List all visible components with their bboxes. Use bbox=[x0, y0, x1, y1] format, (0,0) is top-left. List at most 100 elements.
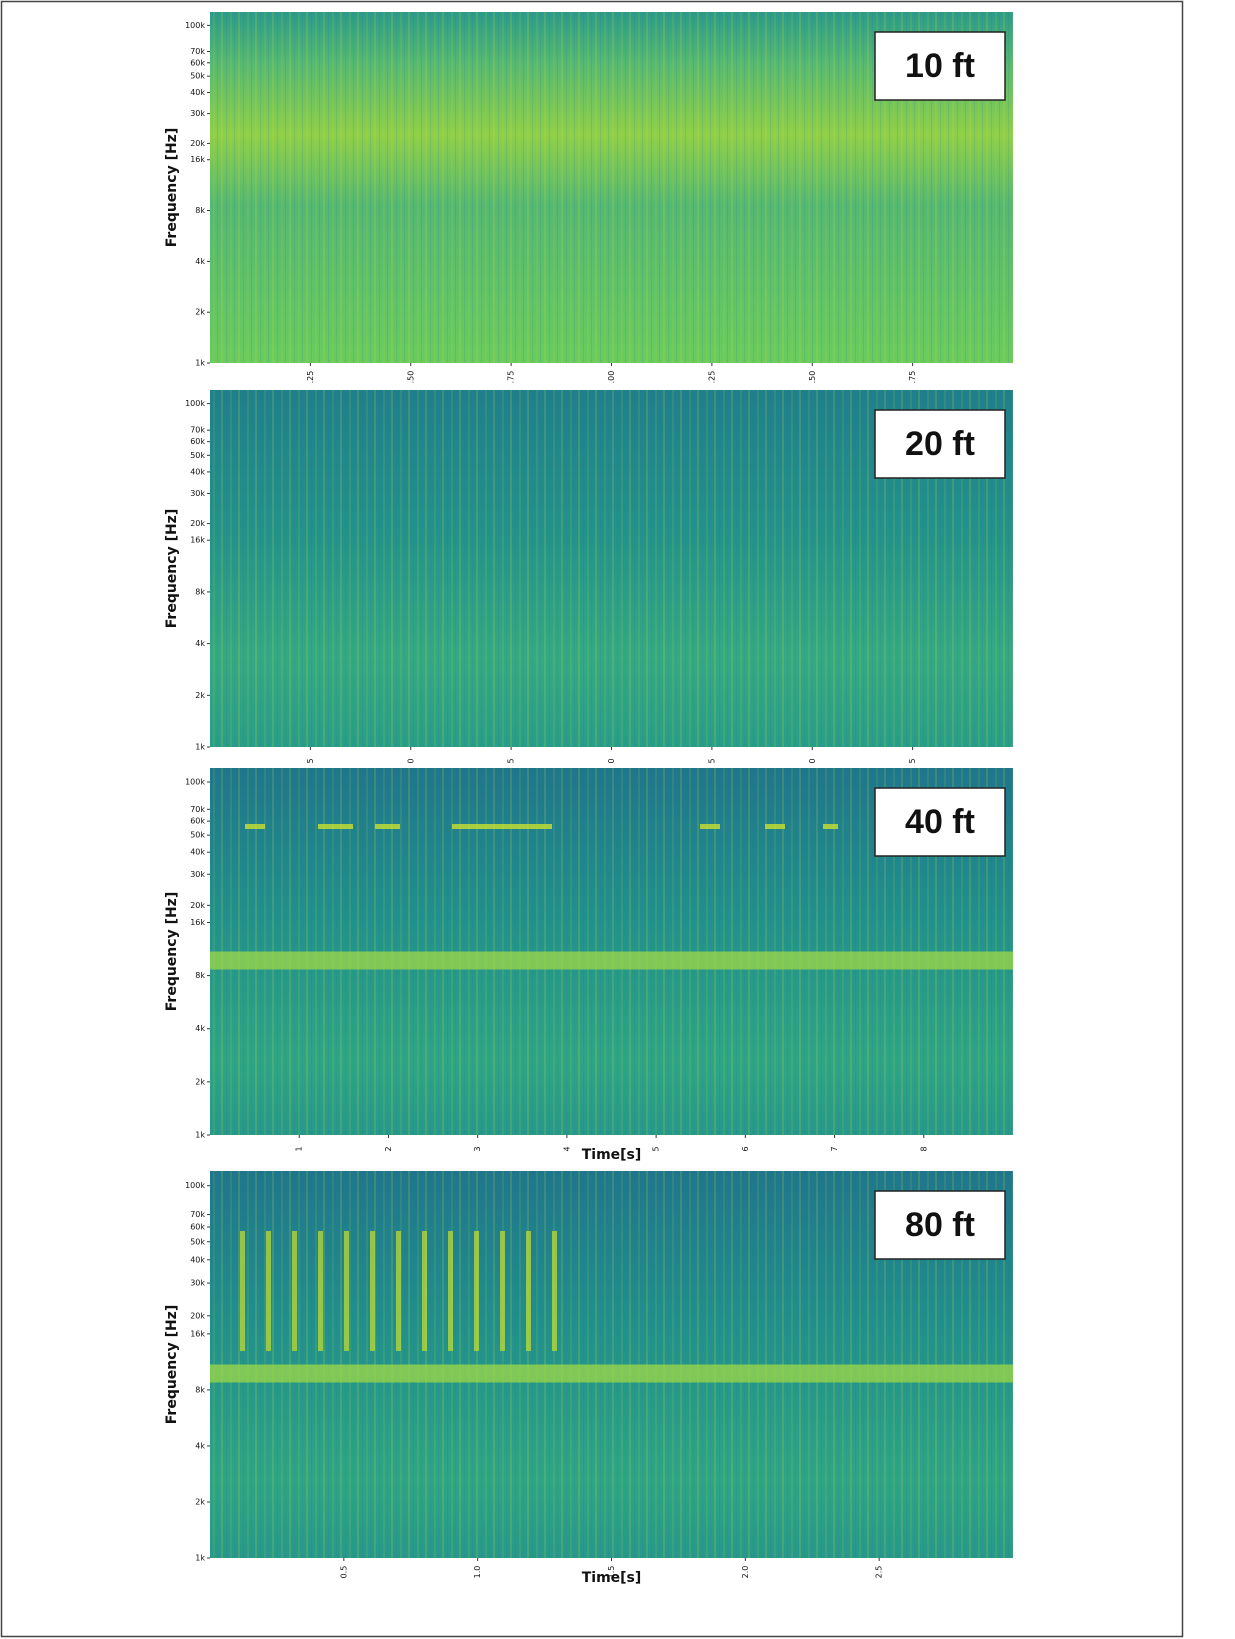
spectrogram-call bbox=[245, 824, 265, 829]
x-tick-label: 1.0 bbox=[473, 1566, 482, 1579]
spectrogram-call bbox=[318, 1231, 323, 1351]
x-tick-label: 2.5 bbox=[875, 1566, 884, 1579]
y-axis-label: Frequency [Hz] bbox=[164, 1305, 180, 1424]
y-tick-label: 70k bbox=[190, 805, 205, 814]
y-tick-label: 8k bbox=[195, 206, 205, 215]
y-tick-label: 2k bbox=[195, 691, 205, 700]
x-axis-label: Time[s] bbox=[582, 1570, 642, 1586]
spectrogram-call bbox=[240, 1231, 245, 1351]
y-tick-label: 2k bbox=[195, 1077, 205, 1086]
y-tick-label: 40k bbox=[190, 1255, 205, 1264]
panel-annotation: 40 ft bbox=[905, 803, 975, 841]
spectrogram-band bbox=[210, 951, 1013, 970]
y-tick-label: 16k bbox=[190, 918, 205, 927]
y-tick-label: 100k bbox=[185, 399, 205, 408]
x-tick-label: 0.5 bbox=[339, 1566, 348, 1579]
y-tick-label: 20k bbox=[190, 1311, 205, 1320]
spectrogram-call bbox=[396, 1231, 401, 1351]
y-tick-label: 40k bbox=[190, 848, 205, 857]
x-tick-label: .75 bbox=[908, 371, 917, 384]
spectrogram-call bbox=[344, 1231, 349, 1351]
panel-annotation: 20 ft bbox=[905, 425, 975, 463]
x-tick-label: 5 bbox=[707, 758, 716, 763]
x-tick-label: 5 bbox=[306, 758, 315, 763]
y-tick-label: 16k bbox=[190, 1329, 205, 1338]
annotation-box bbox=[874, 409, 1006, 479]
spectrogram-call bbox=[448, 1231, 453, 1351]
y-tick-label: 60k bbox=[190, 1223, 205, 1232]
y-tick-label: 1k bbox=[195, 743, 205, 752]
x-tick-label: 5 bbox=[908, 758, 917, 763]
y-tick-label: 40k bbox=[190, 467, 205, 476]
x-tick-label: 2 bbox=[384, 1146, 393, 1151]
y-tick-label: 1k bbox=[195, 359, 205, 368]
y-tick-label: 4k bbox=[195, 1024, 205, 1033]
y-tick-label: 30k bbox=[190, 870, 205, 879]
spectrogram-call bbox=[292, 1231, 297, 1351]
spectrogram-call bbox=[370, 1231, 375, 1351]
figure-border bbox=[0, 0, 1184, 1638]
spectrogram-call bbox=[375, 824, 400, 829]
y-tick-label: 8k bbox=[195, 1385, 205, 1394]
annotation-box bbox=[874, 1190, 1006, 1260]
y-tick-label: 20k bbox=[190, 901, 205, 910]
y-tick-label: 60k bbox=[190, 817, 205, 826]
x-tick-label: 6 bbox=[741, 1146, 750, 1151]
spectrogram-call bbox=[452, 824, 552, 829]
spectrogram-call bbox=[552, 1231, 557, 1351]
y-tick-label: 50k bbox=[190, 831, 205, 840]
spectrogram-call bbox=[823, 824, 838, 829]
x-tick-label: 7 bbox=[830, 1146, 839, 1151]
x-tick-label: .75 bbox=[507, 371, 516, 384]
spectrogram-call bbox=[765, 824, 785, 829]
y-tick-label: 4k bbox=[195, 639, 205, 648]
panel-annotation: 80 ft bbox=[905, 1206, 975, 1244]
x-tick-label: 0 bbox=[406, 758, 415, 763]
x-axis-label: Time[s] bbox=[582, 1147, 642, 1163]
x-tick-label: 5 bbox=[507, 758, 516, 763]
y-tick-label: 20k bbox=[190, 519, 205, 528]
spectrogram-call bbox=[266, 1231, 271, 1351]
y-tick-label: 4k bbox=[195, 1441, 205, 1450]
y-tick-label: 8k bbox=[195, 971, 205, 980]
y-tick-label: 1k bbox=[195, 1131, 205, 1140]
y-tick-label: 30k bbox=[190, 489, 205, 498]
spectrogram-call bbox=[474, 1231, 479, 1351]
spectrogram-call bbox=[422, 1231, 427, 1351]
y-axis-label: Frequency [Hz] bbox=[164, 509, 180, 628]
y-tick-label: 20k bbox=[190, 139, 205, 148]
y-tick-label: 50k bbox=[190, 1237, 205, 1246]
x-tick-label: .25 bbox=[707, 371, 716, 384]
y-tick-label: 50k bbox=[190, 451, 205, 460]
y-tick-label: 100k bbox=[185, 21, 205, 30]
x-tick-label: 1.5 bbox=[607, 1566, 616, 1579]
x-tick-label: 0 bbox=[808, 758, 817, 763]
y-tick-label: 70k bbox=[190, 47, 205, 56]
y-tick-label: 30k bbox=[190, 1279, 205, 1288]
y-tick-label: 16k bbox=[190, 536, 205, 545]
y-tick-label: 2k bbox=[195, 308, 205, 317]
x-tick-label: 5 bbox=[652, 1146, 661, 1151]
panel-annotation: 10 ft bbox=[905, 47, 975, 85]
spectrogram-call bbox=[318, 824, 353, 829]
y-axis-label: Frequency [Hz] bbox=[164, 892, 180, 1011]
x-tick-label: 2.0 bbox=[741, 1566, 750, 1579]
x-tick-label: .00 bbox=[607, 371, 616, 384]
spectrogram-band bbox=[210, 1364, 1013, 1383]
x-tick-label: 3 bbox=[473, 1146, 482, 1151]
y-tick-label: 2k bbox=[195, 1497, 205, 1506]
x-tick-label: .50 bbox=[406, 371, 415, 384]
x-tick-label: 4 bbox=[562, 1146, 571, 1151]
y-tick-label: 4k bbox=[195, 257, 205, 266]
x-tick-label: .50 bbox=[808, 371, 817, 384]
x-tick-label: 0 bbox=[607, 758, 616, 763]
y-tick-label: 8k bbox=[195, 587, 205, 596]
y-tick-label: 100k bbox=[185, 777, 205, 786]
annotation-box bbox=[874, 787, 1006, 857]
y-tick-label: 50k bbox=[190, 72, 205, 81]
y-tick-label: 70k bbox=[190, 1210, 205, 1219]
y-tick-label: 16k bbox=[190, 155, 205, 164]
x-tick-label: 1 bbox=[295, 1146, 304, 1151]
spectrogram-call bbox=[500, 1231, 505, 1351]
